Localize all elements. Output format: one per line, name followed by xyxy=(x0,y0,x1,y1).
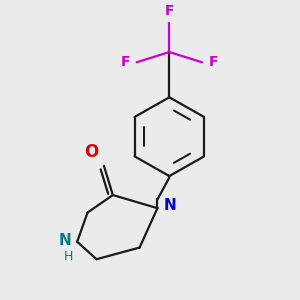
Text: F: F xyxy=(121,55,130,69)
Text: N: N xyxy=(164,198,176,213)
Text: H: H xyxy=(64,250,74,263)
Text: F: F xyxy=(165,4,174,18)
Text: N: N xyxy=(59,233,72,248)
Text: F: F xyxy=(208,55,218,69)
Text: O: O xyxy=(84,143,98,161)
